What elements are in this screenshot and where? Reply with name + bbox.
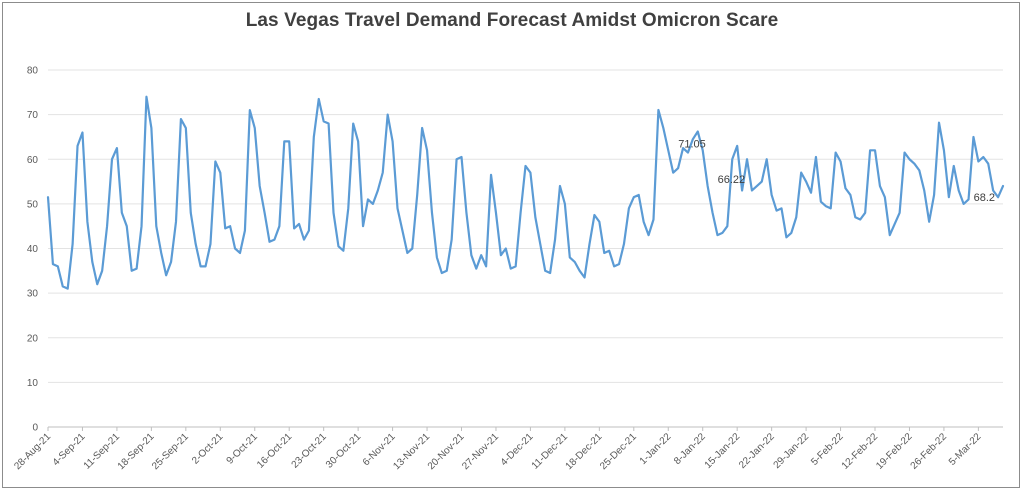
x-tick-label: 19-Feb-22 — [874, 431, 915, 472]
data-label: 71.05 — [678, 138, 706, 150]
y-tick-label: 10 — [27, 378, 39, 389]
y-tick-label: 50 — [27, 199, 39, 210]
y-tick-label: 40 — [27, 244, 39, 255]
data-label: 66.22 — [718, 174, 746, 186]
chart-title: Las Vegas Travel Demand Forecast Amidst … — [245, 10, 779, 31]
x-tick-label: 12-Feb-22 — [840, 431, 881, 472]
x-tick-label: 29-Jan-22 — [772, 431, 812, 471]
y-tick-label: 20 — [27, 333, 39, 344]
x-tick-label: 27-Nov-21 — [460, 431, 501, 472]
x-tick-label: 26-Feb-22 — [909, 431, 950, 472]
x-tick-label: 25-Sep-21 — [150, 431, 191, 472]
x-axis-ticks: 28-Aug-214-Sep-2111-Sep-2118-Sep-2125-Se… — [12, 427, 984, 472]
x-tick-label: 1-Jan-22 — [638, 431, 674, 467]
x-tick-label: 22-Jan-22 — [737, 431, 777, 471]
x-tick-label: 2-Oct-21 — [190, 431, 226, 467]
gridlines — [48, 69, 1003, 428]
y-tick-label: 70 — [27, 110, 39, 121]
y-tick-label: 30 — [27, 289, 39, 300]
x-tick-label: 25-Dec-21 — [598, 431, 639, 472]
x-tick-label: 5-Mar-22 — [947, 431, 984, 468]
y-tick-label: 60 — [27, 155, 39, 166]
x-tick-label: 8-Jan-22 — [672, 431, 708, 467]
x-tick-label: 9-Oct-21 — [225, 431, 261, 467]
x-tick-label: 28-Aug-21 — [12, 431, 53, 472]
series-group — [46, 95, 1005, 290]
series-line — [46, 95, 1005, 290]
x-tick-label: 15-Jan-22 — [703, 431, 743, 471]
data-label: 68.2 — [974, 192, 995, 204]
y-tick-label: 0 — [32, 423, 38, 434]
annotations: 71.05 66.22 68.2 — [678, 138, 995, 204]
y-tick-label: 80 — [27, 66, 39, 77]
y-axis-ticks: 0 10 20 30 40 50 60 70 80 — [27, 66, 39, 434]
x-tick-label: 16-Oct-21 — [255, 431, 295, 471]
x-tick-label: 30-Oct-21 — [324, 431, 364, 471]
x-tick-label: 23-Oct-21 — [290, 431, 330, 471]
